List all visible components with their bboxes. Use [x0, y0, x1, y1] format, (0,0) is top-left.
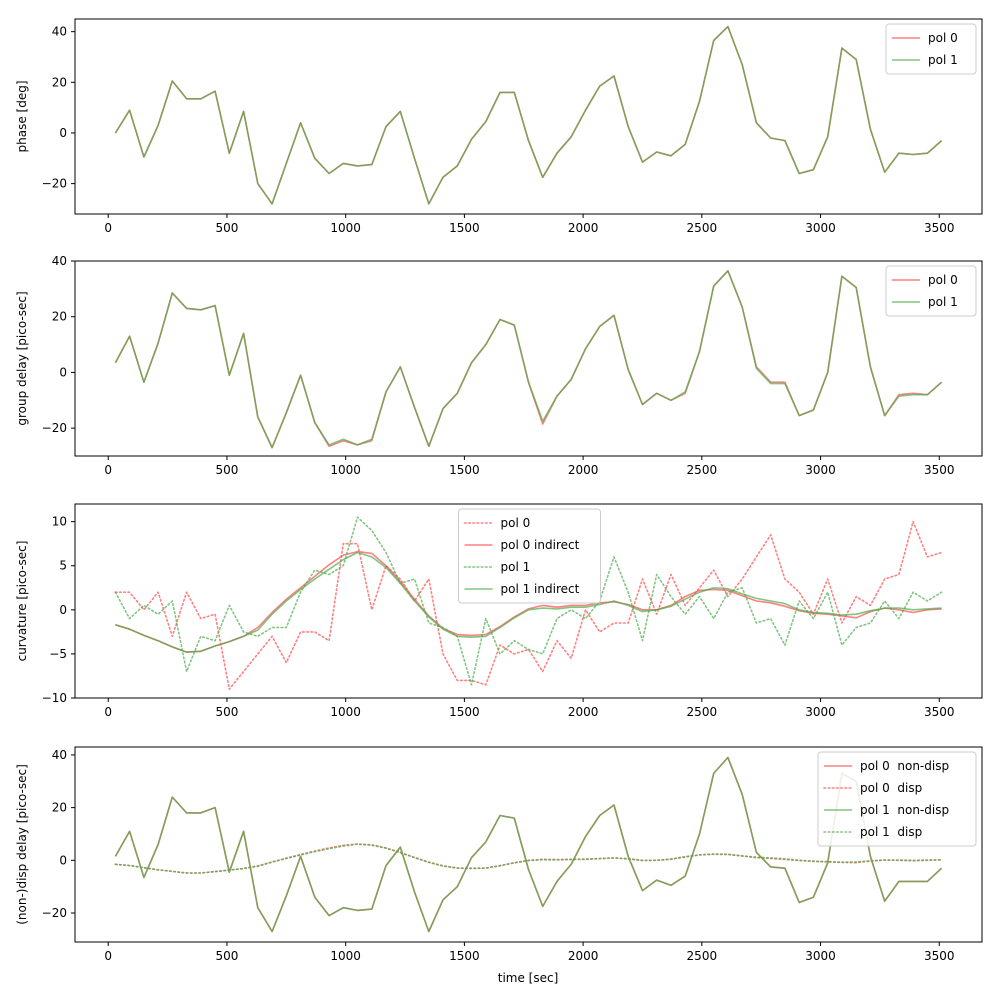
x-tick-label: 1000 [330, 463, 361, 477]
y-axis-label: group delay [pico-sec] [15, 291, 29, 425]
y-tick-label: 0 [59, 603, 67, 617]
y-tick-label: 40 [52, 25, 67, 39]
legend: pol 0 pol 0 indirect pol 1 pol 1 indirect [458, 508, 601, 604]
x-tick-label: 0 [104, 705, 112, 719]
y-tick-label: 10 [52, 515, 67, 529]
x-tick-label: 2500 [687, 221, 718, 235]
y-axis-label: curvature [pico-sec] [15, 541, 29, 662]
y-tick-label: −5 [49, 647, 67, 661]
series-line-pol-0 [114, 25, 943, 205]
x-tick-label: 0 [104, 221, 112, 235]
x-tick-label: 2500 [687, 949, 718, 963]
axes-frame [74, 18, 983, 215]
x-tick-label: 1500 [449, 463, 480, 477]
y-tick-label: 20 [52, 310, 67, 324]
x-tick-label: 3500 [924, 949, 955, 963]
legend-label: pol 1 [928, 53, 958, 67]
legend-label: pol 0 [928, 31, 958, 45]
x-tick-label: 1500 [449, 221, 480, 235]
x-tick-label: 3000 [805, 949, 836, 963]
legend-label: pol 1 [501, 560, 531, 574]
legend: pol 0 pol 1 [885, 23, 977, 75]
legend-label: pol 0 [501, 516, 531, 530]
legend-frame [885, 23, 977, 75]
x-tick-label: 1500 [449, 949, 480, 963]
x-tick-label: 1000 [330, 221, 361, 235]
y-tick-label: −20 [42, 906, 67, 920]
legend-frame [458, 508, 601, 604]
legend-label: pol 1 [928, 295, 958, 309]
series-line-pol-1 [114, 269, 943, 449]
legend-label: pol 0 non-disp [860, 759, 949, 773]
x-tick-label: 2000 [568, 463, 599, 477]
series-line-pol-0-indirect [115, 550, 942, 653]
y-tick-label: 20 [52, 801, 67, 815]
legend-label: pol 0 indirect [501, 538, 580, 552]
y-tick-label: 0 [59, 853, 67, 867]
legend-label: pol 1 non-disp [860, 803, 949, 817]
y-tick-label: −20 [42, 421, 67, 435]
x-axis-label: time [sec] [498, 971, 559, 985]
subplot-4: 0 500 1000 1500 2000 2500 3000 3500 −20 0 20 40 (non… [15, 746, 983, 963]
series-line-pol-1-non-disp [114, 756, 943, 933]
y-tick-label: 40 [52, 254, 67, 268]
legend-frame [817, 751, 977, 847]
x-tick-label: 500 [216, 949, 239, 963]
y-tick-label: 5 [59, 559, 67, 573]
subplot-3: 0 500 1000 1500 2000 2500 3000 3500 −10 −5 0 5 10 cur… [15, 503, 983, 719]
axes-frame [74, 503, 983, 699]
x-tick-label: 1000 [330, 705, 361, 719]
series-line-pol-1 [114, 25, 943, 205]
x-tick-label: 2500 [687, 705, 718, 719]
y-tick-label: 0 [59, 126, 67, 140]
x-tick-label: 500 [216, 221, 239, 235]
series-line-pol-0 [114, 520, 943, 691]
x-tick-label: 3000 [805, 705, 836, 719]
y-axis-label: phase [deg] [15, 80, 29, 152]
x-tick-label: 500 [216, 705, 239, 719]
legend-label: pol 0 [928, 273, 958, 287]
subplot-2: 0 500 1000 1500 2000 2500 3000 3500 −20 0 20 40 grou… [15, 254, 983, 477]
axes-frame [74, 746, 983, 943]
x-tick-label: 3500 [924, 463, 955, 477]
y-tick-label: 40 [52, 748, 67, 762]
series-line-pol-1-indirect [115, 551, 942, 653]
x-tick-label: 0 [104, 463, 112, 477]
legend-label: pol 0 disp [860, 781, 922, 795]
x-tick-label: 0 [104, 949, 112, 963]
x-tick-label: 1500 [449, 705, 480, 719]
y-tick-label: −20 [42, 177, 67, 191]
y-tick-label: 0 [59, 365, 67, 379]
series-line-pol-0 [114, 269, 943, 449]
y-axis-label: (non-)disp delay [pico-sec] [15, 764, 29, 925]
x-tick-label: 3000 [805, 221, 836, 235]
axes-frame [74, 260, 983, 457]
legend-label: pol 1 indirect [501, 582, 580, 596]
x-tick-label: 2000 [568, 221, 599, 235]
legend: pol 0 pol 1 [885, 265, 977, 317]
series-line-pol-1-disp [114, 843, 943, 874]
x-tick-label: 2000 [568, 705, 599, 719]
x-tick-label: 500 [216, 463, 239, 477]
y-tick-label: −10 [42, 691, 67, 705]
x-tick-label: 2000 [568, 949, 599, 963]
x-tick-label: 3500 [924, 705, 955, 719]
x-tick-label: 2500 [687, 463, 718, 477]
x-tick-label: 3500 [924, 221, 955, 235]
legend: pol 0 non-disp pol 0 disp pol 1 non-disp po… [817, 751, 977, 847]
x-tick-label: 3000 [805, 463, 836, 477]
legend-label: pol 1 disp [860, 825, 922, 839]
subplot-1: 0 500 1000 1500 2000 2500 3000 3500 −20 0 20 40 phas… [15, 18, 983, 235]
y-tick-label: 20 [52, 75, 67, 89]
x-tick-label: 1000 [330, 949, 361, 963]
legend-frame [885, 265, 977, 317]
series-line-pol-1 [114, 516, 943, 686]
